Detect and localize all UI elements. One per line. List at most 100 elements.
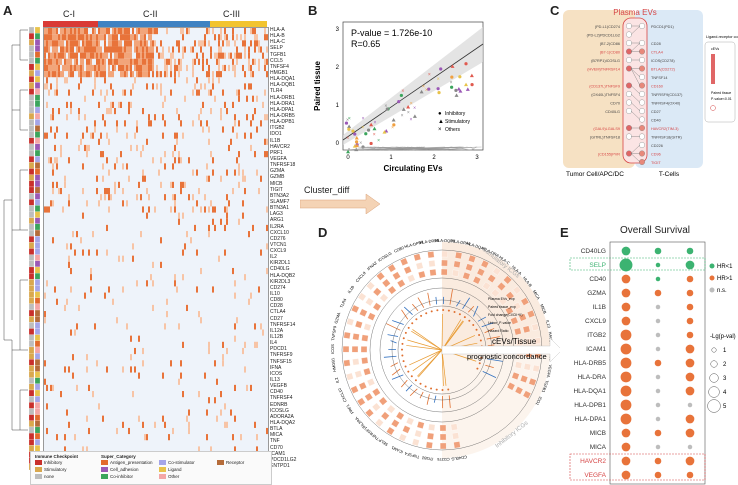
circos-heat-cell — [451, 269, 460, 277]
heatmap-gene-label: GZMB — [270, 174, 285, 181]
heatmap-cell — [110, 52, 112, 59]
circos-dot — [420, 314, 423, 317]
heatmap-cell — [200, 83, 202, 90]
heatmap-cell — [76, 52, 78, 59]
heatmap-cell — [82, 28, 84, 35]
circos-heat-cell — [528, 377, 537, 386]
heatmap-cell — [214, 224, 216, 232]
annotation-super-cell — [34, 303, 41, 311]
circos-gene-label: VEGFA — [546, 364, 554, 378]
survival-dot — [685, 428, 695, 438]
circos-heat-cell — [453, 260, 461, 268]
circos-gene-label: HLA-DPA1 — [451, 238, 472, 246]
size-legend-dot — [710, 360, 718, 368]
heatmap-cell — [78, 28, 80, 35]
heatmap-cell — [230, 409, 232, 416]
heatmap-gene-label: PRF1 — [270, 149, 283, 156]
receptor-label: CD28 — [651, 42, 661, 46]
tumor-cell-panel — [563, 10, 635, 168]
annotation-super-cell — [34, 119, 41, 126]
heatmap-cell — [106, 89, 108, 96]
heatmap-cell — [206, 409, 208, 416]
heatmap-cell — [180, 28, 182, 35]
heatmap-cell — [230, 52, 232, 59]
heatmap-cell — [106, 28, 108, 35]
heatmap-cell — [84, 114, 86, 121]
heatmap-cell — [46, 384, 48, 392]
heatmap-cell — [212, 218, 214, 225]
heatmap-cell — [108, 58, 110, 65]
heatmap-cell — [72, 231, 74, 238]
heatmap-cell — [156, 28, 158, 35]
heatmap-cell — [64, 34, 66, 41]
heatmap-cell — [176, 138, 178, 145]
scatter-point — [347, 124, 352, 129]
heatmap-cell — [108, 169, 110, 176]
heatmap-cell — [144, 71, 146, 78]
ligand-label: (CD137L)TNFSF9 — [589, 85, 620, 89]
heatmap-cell — [192, 64, 194, 72]
heatmap-cell — [170, 52, 172, 59]
heatmap-cell — [182, 181, 184, 188]
annotation-immune-cell — [29, 229, 35, 237]
annotation-super-cell — [34, 414, 41, 421]
heatmap-cell — [202, 58, 204, 65]
heatmap-cell — [126, 323, 128, 330]
ligand-label: (GITRL)TNFSF18 — [590, 136, 620, 140]
heatmap-cell — [234, 114, 236, 121]
heatmap-cell — [150, 64, 152, 72]
legend-swatch — [217, 460, 224, 466]
legend-entry: Ligand — [159, 467, 182, 473]
heatmap-cell — [106, 249, 108, 256]
heatmap-cell — [100, 71, 102, 78]
heatmap-cell — [266, 114, 268, 121]
heatmap-cell — [82, 71, 84, 78]
scatter-point — [450, 85, 454, 89]
circos-gene-label: IL10 — [545, 320, 552, 330]
heatmap-cell — [146, 138, 148, 145]
heatmap-cell — [122, 64, 124, 72]
heatmap-cell — [108, 71, 110, 78]
heatmap-cell — [92, 52, 94, 59]
circos-heat-cell — [505, 306, 514, 315]
heatmap-cell — [66, 46, 68, 53]
heatmap-cell — [196, 77, 198, 84]
heatmap-cell — [188, 28, 190, 35]
pair-link — [630, 25, 641, 35]
selp-highlight — [569, 257, 706, 271]
heatmap-cell — [200, 120, 202, 127]
heatmap-cell — [104, 34, 106, 41]
scatter-point — [397, 100, 401, 104]
heatmap-cell — [72, 40, 74, 47]
heatmap-cell — [186, 64, 188, 72]
heatmap-cell — [70, 46, 72, 53]
heatmap-cell — [220, 218, 222, 225]
heatmap-cell — [156, 83, 158, 90]
heatmap-cell — [236, 157, 238, 164]
heatmap-cell — [46, 71, 48, 78]
heatmap-cell — [90, 267, 92, 275]
heatmap-cell — [100, 132, 102, 139]
heatmap-cell — [88, 71, 90, 78]
heatmap-cell — [60, 58, 62, 65]
scatter-point — [456, 86, 461, 91]
circos-gene-label: CXCL10 — [337, 387, 348, 404]
scatter-point — [465, 87, 470, 91]
pair-link — [630, 144, 641, 154]
heatmap-cell — [114, 52, 116, 59]
heatmap-cell — [198, 58, 200, 65]
heatmap-cell — [108, 64, 110, 72]
circos-heat-cell — [505, 291, 515, 301]
heatmap-cell — [214, 206, 216, 213]
circos-bar — [485, 364, 494, 369]
circos-link — [409, 349, 443, 366]
legend-symbol: ▲ — [438, 119, 444, 125]
ligand-dot — [625, 57, 632, 64]
heatmap-cell — [236, 46, 238, 53]
heatmap-cell — [120, 71, 122, 78]
survival-dot — [654, 289, 662, 297]
circos-heat-cell — [352, 333, 360, 341]
circos-heat-cell — [425, 441, 433, 449]
heatmap-cell — [236, 52, 238, 59]
heatmap-cell — [238, 163, 240, 170]
